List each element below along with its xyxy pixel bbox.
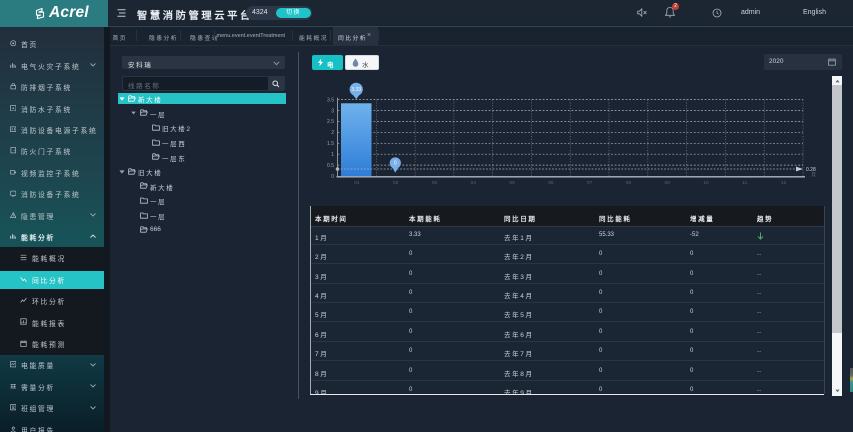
svg-text:10: 10 bbox=[703, 180, 709, 186]
svg-text:05: 05 bbox=[509, 180, 515, 186]
svg-text:3.33: 3.33 bbox=[351, 87, 361, 93]
svg-text:08: 08 bbox=[626, 180, 632, 186]
svg-text:06: 06 bbox=[548, 180, 554, 186]
svg-text:2.5: 2.5 bbox=[327, 119, 334, 125]
svg-text:月: 月 bbox=[811, 173, 816, 179]
svg-text:07: 07 bbox=[587, 180, 593, 186]
svg-text:0.5: 0.5 bbox=[327, 163, 334, 169]
svg-text:0: 0 bbox=[331, 174, 334, 180]
svg-text:0: 0 bbox=[394, 161, 397, 167]
svg-text:03: 03 bbox=[432, 180, 438, 186]
svg-text:2: 2 bbox=[331, 130, 334, 136]
svg-text:04: 04 bbox=[471, 180, 477, 186]
svg-text:12: 12 bbox=[781, 180, 787, 186]
svg-text:3.5: 3.5 bbox=[327, 97, 334, 103]
svg-text:09: 09 bbox=[665, 180, 671, 186]
svg-text:3: 3 bbox=[331, 108, 334, 114]
svg-text:11: 11 bbox=[742, 180, 747, 186]
svg-text:01: 01 bbox=[354, 180, 360, 186]
svg-text:0.28: 0.28 bbox=[806, 167, 816, 173]
svg-text:1.5: 1.5 bbox=[327, 141, 334, 147]
svg-text:02: 02 bbox=[393, 180, 399, 186]
svg-text:1: 1 bbox=[331, 152, 334, 158]
